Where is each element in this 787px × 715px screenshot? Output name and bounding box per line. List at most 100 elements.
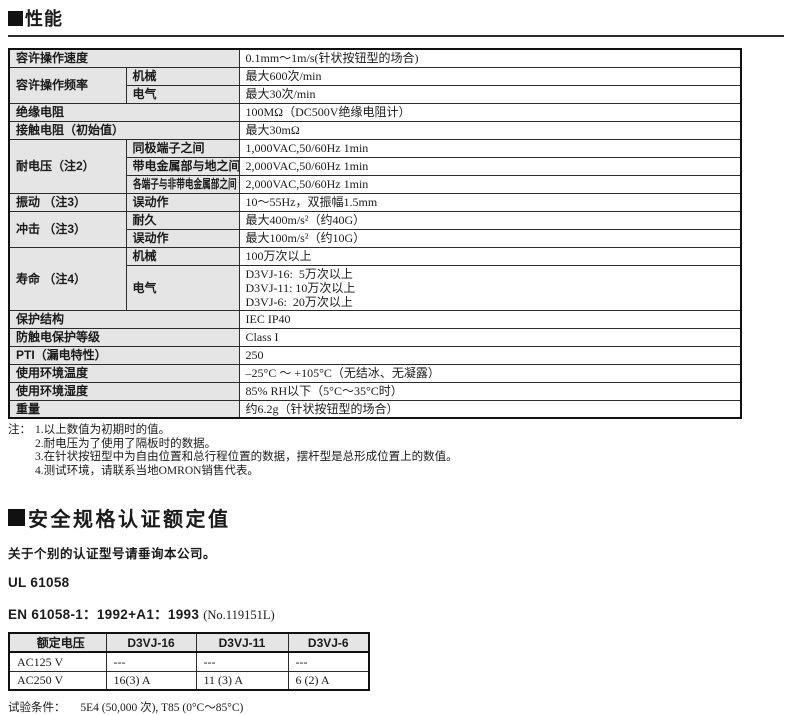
spec-sublabel: 电气 (125, 84, 240, 104)
spec-label: 接触电阻（初始值） (8, 120, 240, 140)
performance-spec-table: 容许操作速度 0.1mm～1m/s(针状按钮型的场合) 容许操作频率 机械 最大… (8, 48, 743, 419)
safety-section-header: 安全规格认证额定值 (8, 503, 787, 532)
ratings-voltage: AC250 V (8, 670, 107, 691)
en-standard-line: EN 61058-1：1992+A1：1993 (No.119151L) (8, 603, 787, 623)
spec-row: 保护结构 IEC IP40 (8, 309, 742, 329)
ratings-value: 11 (3) A (195, 670, 289, 691)
spec-label: 保护结构 (8, 309, 240, 329)
spec-label: 防触电保护等级 (8, 327, 240, 347)
ratings-header-voltage: 额定电压 (8, 632, 107, 653)
ratings-header-model: D3VJ-16 (105, 632, 197, 653)
spec-row: 使用环境湿度 85% RH以下（5°C～35°C时） (8, 381, 742, 401)
spec-sublabel-text: 各端子与非带电金属部之间 (132, 177, 237, 191)
life-line: D3VJ-16: 5万次以上 (245, 266, 353, 281)
safety-intro: 关于个别的认证型号请垂询本公司。 (8, 547, 217, 561)
spec-value: 2,000VAC,50/60Hz 1min (238, 174, 742, 194)
spec-sublabel: 机械 (125, 66, 240, 86)
en-cert-number: (No.119151L) (203, 608, 275, 622)
spec-label: 绝缘电阻 (8, 102, 240, 122)
spec-value: 250 (238, 345, 742, 365)
notes-block: 注： 1.以上数值为初期时的值。 2.耐电压为了使用了隔板时的数据。 3.在针状… (8, 424, 787, 478)
ratings-value: 6 (2) A (287, 670, 370, 691)
spec-value: 100万次以上 (238, 246, 742, 266)
spec-value: 10～55Hz，双振幅1.5mm (238, 192, 742, 212)
performance-section-header: 性能 (8, 5, 784, 37)
life-line: D3VJ-6: 20万次以上 (245, 294, 353, 309)
spec-value: 最大400m/s²（约40G） (238, 210, 742, 230)
spec-row: 电气 D3VJ-16: 5万次以上 D3VJ-11: 10万次以上 D3VJ-6… (9, 264, 742, 311)
test-conditions: 试验条件： 5E4 (50,000 次), T85 (0°C～85°C) (8, 699, 787, 715)
spec-label: 振动 （注3） (8, 192, 127, 212)
ratings-value: --- (105, 651, 197, 672)
spec-label: 容许操作频率 (8, 66, 127, 104)
spec-value: 最大600次/min (238, 66, 742, 86)
ratings-header-model: D3VJ-6 (287, 632, 370, 653)
spec-value: 最大30mΩ (238, 120, 742, 140)
spec-label: PTI（漏电特性） (8, 345, 240, 365)
spec-row: 带电金属部与地之间 2,000VAC,50/60Hz 1min (9, 156, 742, 176)
spec-row: 接触电阻（初始值） 最大30mΩ (8, 120, 742, 140)
spec-label: 寿命 （注4） (8, 246, 127, 311)
performance-title: 性能 (25, 9, 63, 29)
spec-row: 振动 （注3） 误动作 10～55Hz，双振幅1.5mm (8, 192, 742, 212)
spec-sublabel: 误动作 (125, 228, 240, 248)
spec-value: 约6.2g（针状按钮型的场合） (238, 399, 742, 419)
ratings-header-row: 额定电压 D3VJ-16 D3VJ-11 D3VJ-6 (8, 632, 370, 653)
spec-value: IEC IP40 (238, 309, 742, 329)
note-item: 2.耐电压为了使用了隔板时的数据。 (35, 437, 217, 450)
spec-value: 1,000VAC,50/60Hz 1min (238, 138, 742, 158)
test-conditions-label: 试验条件： (8, 702, 66, 714)
spec-row: 容许操作频率 机械 最大600次/min (8, 66, 742, 104)
ratings-voltage: AC125 V (8, 651, 107, 672)
spec-value: 2,000VAC,50/60Hz 1min (238, 156, 742, 176)
spec-sublabel: 误动作 (125, 192, 240, 212)
spec-sublabel: 同极端子之间 (125, 138, 240, 158)
spec-label: 容许操作速度 (8, 48, 240, 68)
safety-title: 安全规格认证额定值 (28, 509, 231, 531)
spec-value: Class I (238, 327, 742, 347)
section-square-icon (8, 10, 23, 26)
spec-row: 寿命 （注4） 机械 100万次以上 (8, 246, 742, 311)
spec-value: D3VJ-16: 5万次以上 D3VJ-11: 10万次以上 D3VJ-6: 2… (238, 264, 742, 311)
spec-value: 100MΩ（DC500V绝缘电阻计） (238, 102, 742, 122)
spec-label: 使用环境温度 (8, 363, 240, 383)
ratings-value: --- (195, 651, 289, 672)
spec-row: 各端子与非带电金属部之间 2,000VAC,50/60Hz 1min (9, 174, 742, 194)
spec-sublabel: 机械 (125, 246, 240, 266)
spec-row: 冲击 （注3） 耐久 最大400m/s²（约40G） (8, 210, 742, 248)
ratings-header-model: D3VJ-11 (195, 632, 289, 653)
ratings-value: --- (287, 651, 370, 672)
spec-row: 重量 约6.2g（针状按钮型的场合） (8, 399, 742, 419)
note-item: 3.在针状按钮型中为自由位置和总行程位置的数据，摆杆型是总形成位置上的数值。 (35, 451, 458, 463)
spec-row: 防触电保护等级 Class I (8, 327, 742, 347)
ratings-table: 额定电压 D3VJ-16 D3VJ-11 D3VJ-6 AC125 V --- … (8, 632, 370, 691)
spec-sublabel: 带电金属部与地之间 (125, 156, 240, 176)
ul-standard: UL 61058 (8, 575, 70, 590)
spec-value: 0.1mm～1m/s(针状按钮型的场合) (238, 48, 742, 68)
spec-row: 耐电压（注2） 同极端子之间 1,000VAC,50/60Hz 1min (8, 138, 742, 194)
spec-label: 耐电压（注2） (8, 138, 127, 194)
datasheet-page: 性能 容许操作速度 0.1mm～1m/s(针状按钮型的场合) 容许操作频率 机械… (0, 5, 787, 714)
test-conditions-value: 5E4 (50,000 次), T85 (0°C～85°C) (80, 702, 244, 714)
life-line: D3VJ-11: 10万次以上 (245, 280, 356, 295)
spec-row: 容许操作速度 0.1mm～1m/s(针状按钮型的场合) (8, 48, 742, 68)
spec-value: –25°C ～ +105°C（无结冰、无凝露） (238, 363, 742, 383)
spec-label: 冲击 （注3） (8, 210, 127, 248)
section-square-icon (8, 509, 25, 526)
spec-sublabel: 耐久 (125, 210, 240, 230)
notes-prefix: 注： (8, 424, 31, 436)
spec-label: 重量 (8, 399, 240, 419)
spec-value: 最大100m/s²（约10G） (238, 228, 742, 248)
spec-label: 使用环境湿度 (8, 381, 240, 401)
spec-sublabel: 各端子与非带电金属部之间 (125, 174, 240, 194)
spec-value: 85% RH以下（5°C～35°C时） (238, 381, 742, 401)
ratings-row: AC125 V --- --- --- (8, 651, 370, 672)
spec-sublabel: 电气 (125, 264, 240, 311)
notes-items: 1.以上数值为初期时的值。 2.耐电压为了使用了隔板时的数据。 3.在针状按钮型… (35, 424, 458, 478)
spec-row: 绝缘电阻 100MΩ（DC500V绝缘电阻计） (8, 102, 742, 122)
note-item: 1.以上数值为初期时的值。 (35, 424, 171, 436)
en-standard: EN 61058-1：1992+A1：1993 (8, 607, 200, 622)
spec-row: PTI（漏电特性） 250 (8, 345, 742, 365)
spec-row: 使用环境温度 –25°C ～ +105°C（无结冰、无凝露） (8, 363, 742, 383)
spec-row: 电气 最大30次/min (9, 84, 742, 104)
